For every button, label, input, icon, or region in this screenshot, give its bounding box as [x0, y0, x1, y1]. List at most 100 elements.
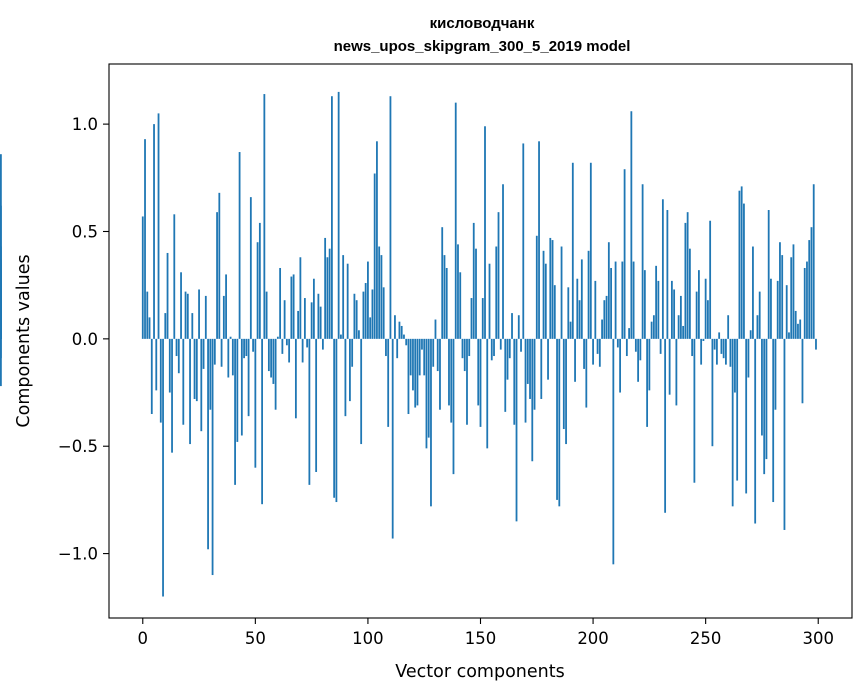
bar [688, 248, 691, 339]
bar [466, 338, 468, 425]
y-tick-label: −1.0 [58, 545, 98, 564]
bar [569, 321, 572, 339]
bar [515, 338, 518, 522]
bar [303, 298, 306, 339]
bar [326, 257, 329, 339]
bar [360, 338, 363, 445]
bar [281, 338, 284, 354]
bar [623, 169, 626, 339]
bar [481, 298, 484, 339]
bar [508, 338, 511, 359]
bar [391, 338, 394, 539]
bar [601, 319, 603, 339]
bar [171, 338, 173, 453]
bar [713, 338, 716, 350]
bar [274, 338, 277, 410]
bar [526, 338, 529, 384]
bar [216, 212, 218, 339]
bar [430, 338, 432, 507]
bar [576, 278, 579, 339]
bar [450, 338, 453, 423]
bar [610, 267, 612, 339]
bar [285, 338, 288, 346]
bar [801, 338, 804, 404]
plot-frame [108, 63, 853, 619]
bar [709, 220, 712, 339]
bar [414, 338, 417, 408]
bar [229, 336, 232, 339]
bar [434, 319, 437, 339]
bar [173, 214, 176, 339]
bar [740, 186, 743, 339]
bar [693, 338, 696, 483]
bar [531, 338, 534, 462]
bar [231, 338, 234, 376]
bar [731, 338, 734, 507]
bar [655, 265, 658, 339]
bar [180, 272, 182, 339]
bar [425, 338, 428, 449]
bar [409, 338, 412, 376]
bar [484, 126, 486, 339]
bar [427, 338, 430, 438]
bar [290, 276, 293, 339]
bar [380, 255, 383, 339]
bar [243, 338, 245, 359]
bar [646, 338, 649, 427]
bar [504, 338, 507, 412]
bar [670, 280, 673, 339]
bar [598, 338, 601, 367]
bar [511, 313, 513, 339]
chart-subtitle: news_upos_skipgram_300_5_2019 model [334, 38, 631, 55]
bar [583, 338, 585, 369]
bar [673, 289, 676, 339]
bar [756, 315, 759, 339]
bar [441, 227, 444, 339]
bar [349, 338, 351, 402]
bar [445, 267, 448, 339]
bar [225, 274, 227, 339]
bar [632, 261, 635, 339]
bar [294, 338, 297, 419]
bar [265, 291, 268, 339]
bar [562, 338, 565, 430]
bar [258, 222, 261, 339]
bar [567, 287, 570, 339]
bar [247, 338, 250, 417]
bar [141, 216, 144, 339]
bar [781, 255, 784, 339]
bar [788, 332, 790, 339]
bar [288, 338, 291, 363]
bar [495, 246, 498, 339]
bar [164, 313, 167, 339]
x-tick-label: 300 [802, 629, 834, 648]
bar [267, 338, 270, 372]
bar [387, 338, 390, 427]
bar [355, 300, 358, 339]
bar [517, 315, 520, 339]
bar [317, 293, 320, 339]
bar [549, 237, 552, 339]
bar [276, 336, 279, 339]
bar [664, 338, 667, 513]
bar [220, 338, 223, 367]
bar [189, 338, 191, 445]
bar [560, 246, 563, 339]
y-tick-label: 1.0 [72, 115, 98, 134]
bar [454, 102, 457, 339]
bar [657, 280, 660, 339]
y-tick-label: 0.5 [72, 222, 98, 241]
bar [405, 338, 408, 346]
bar [202, 338, 205, 369]
bar [538, 141, 540, 339]
x-axis-label: Vector components [395, 662, 564, 682]
bar [799, 319, 802, 339]
bar [490, 338, 493, 361]
bar [261, 338, 263, 505]
bar [382, 287, 385, 339]
x-axis-ticks: 0 50 100 150 200 250 300 [138, 618, 834, 648]
bar [779, 242, 781, 339]
bar [761, 338, 763, 436]
bar [168, 338, 171, 393]
x-tick-label: 50 [245, 629, 266, 648]
